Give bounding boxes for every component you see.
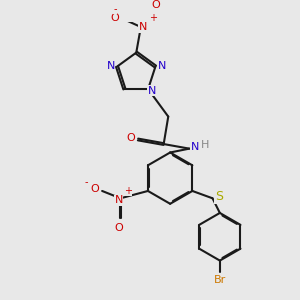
Text: Br: Br <box>214 275 226 285</box>
Text: S: S <box>215 190 223 203</box>
Text: O: O <box>114 223 123 232</box>
Text: O: O <box>110 13 118 23</box>
Text: O: O <box>90 184 99 194</box>
Text: +: + <box>124 186 132 196</box>
Text: O: O <box>126 133 135 142</box>
Text: N: N <box>158 61 166 70</box>
Text: +: + <box>149 13 157 23</box>
Text: N: N <box>190 142 199 152</box>
Text: -: - <box>85 177 88 187</box>
Text: N: N <box>148 86 156 96</box>
Text: N: N <box>106 61 115 70</box>
Text: H: H <box>201 140 209 150</box>
Text: N: N <box>139 22 147 32</box>
Text: -: - <box>113 4 117 14</box>
Text: O: O <box>151 0 160 10</box>
Text: N: N <box>114 195 123 205</box>
